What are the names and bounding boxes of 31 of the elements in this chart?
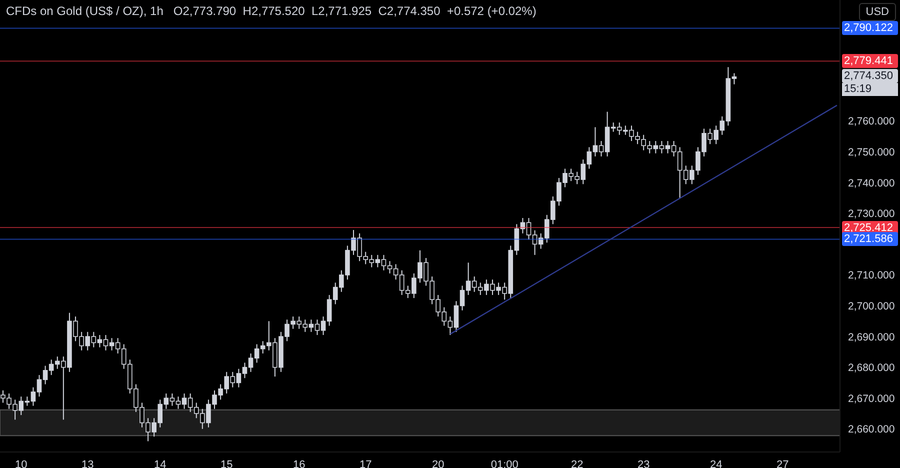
y-tick-label: 2,730.000 [848, 208, 895, 220]
x-tick-label: 20 [432, 458, 444, 468]
y-tick-label: 2,710.000 [848, 270, 895, 282]
chart-title: CFDs on Gold (US$ / OZ), 1h [6, 4, 164, 18]
x-tick-label: 22 [570, 458, 584, 468]
ref-line-label: 2,790.122 [842, 21, 898, 36]
y-tick-label: 2,760.000 [848, 116, 895, 128]
ref-line-label: 2,779.441 [842, 54, 898, 68]
text: 2,774.350 [842, 68, 898, 83]
y-tick-label: 2,740.000 [848, 177, 895, 190]
ref-line-label: 2,725.412 [842, 220, 898, 234]
y-tick-label: 2,690.000 [848, 331, 895, 344]
x-tick-label: 27 [776, 458, 789, 468]
x-tick-label: 01:00 [490, 458, 518, 468]
y-tick-label: 2,750.000 [848, 146, 895, 159]
x-tick-label: 23 [637, 458, 650, 468]
y-tick-label: 2,660.000 [848, 424, 895, 436]
x-tick-label: 17 [359, 458, 372, 468]
y-tick-label: 2,670.000 [848, 392, 895, 405]
x-tick-label: 10 [15, 458, 28, 468]
y-tick-label: 2,680.000 [848, 362, 895, 374]
chart-subtitle: O2,773.790 H2,775.520 L2,771.925 C2,774.350 +0.572 (+0.02%) [173, 4, 536, 18]
text: 15:19 [842, 82, 898, 96]
x-tick-label: 15 [220, 458, 233, 468]
text: USD [858, 3, 896, 21]
y-tick-label: 2,700.000 [848, 300, 895, 312]
ref-line-label: 2,721.586 [842, 232, 898, 246]
x-tick-label: 16 [293, 458, 306, 468]
x-tick-label: 24 [710, 458, 722, 468]
x-tick-label: 14 [154, 458, 166, 468]
x-tick-label: 13 [82, 458, 94, 468]
